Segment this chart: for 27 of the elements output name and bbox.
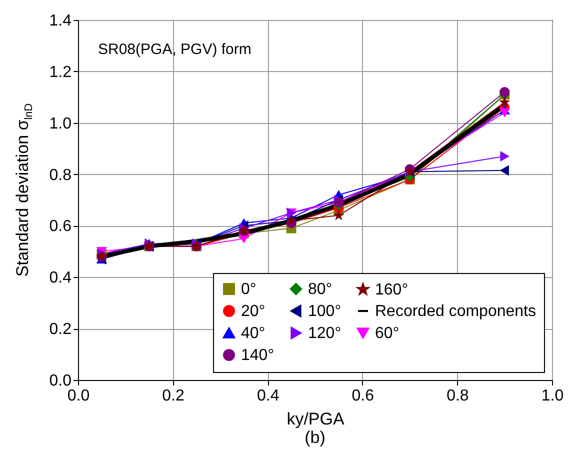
legend-label: 80° bbox=[308, 281, 332, 298]
legend-label: 160° bbox=[375, 281, 408, 298]
x-tick-label: 0.4 bbox=[256, 388, 280, 404]
x-tick-label: 0.0 bbox=[67, 388, 90, 404]
text: (b) bbox=[304, 428, 326, 447]
y-tick-label: 1.4 bbox=[49, 12, 72, 30]
y-tick-label: 0.4 bbox=[49, 270, 72, 287]
legend-label: 100° bbox=[308, 303, 342, 320]
legend-label: 140° bbox=[241, 347, 274, 364]
y-tick-label: 0.2 bbox=[49, 321, 72, 338]
legend-label: 20° bbox=[241, 303, 266, 320]
y-tick-label: 1.0 bbox=[49, 115, 72, 132]
x-axis-title: ky/PGA bbox=[286, 410, 345, 428]
legend-label: 0° bbox=[241, 281, 256, 298]
x-tick-label: 0.6 bbox=[352, 388, 374, 404]
legend-label: Recorded components bbox=[375, 303, 536, 320]
x-tick-label: 1.0 bbox=[541, 388, 564, 404]
y-tick-label: 0.8 bbox=[49, 166, 72, 184]
legend-label: 120° bbox=[308, 325, 342, 342]
y-tick-label: 0.0 bbox=[49, 372, 72, 390]
legend-label: 60° bbox=[375, 325, 400, 342]
x-tick-label: 0.8 bbox=[446, 388, 469, 404]
y-tick-label: 1.2 bbox=[49, 64, 72, 81]
y-tick-label: 0.6 bbox=[49, 218, 72, 236]
legend-label: 40° bbox=[241, 325, 266, 342]
x-tick-label: 0.2 bbox=[162, 388, 185, 404]
annotation: SR08(PGA, PGV) form bbox=[98, 41, 252, 58]
